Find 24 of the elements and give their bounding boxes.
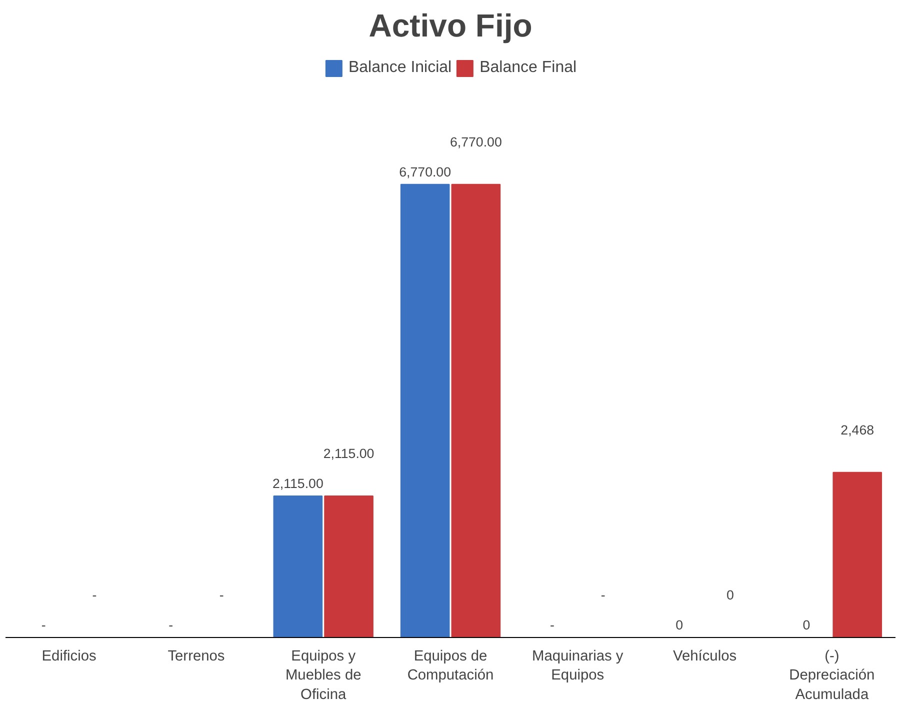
x-tick-label: Terrenos (168, 648, 225, 664)
legend-label: Balance Inicial (348, 59, 452, 77)
data-label: 2,468 (840, 422, 874, 438)
data-label: 0 (726, 588, 734, 602)
data-label: 2,115.00 (323, 446, 374, 461)
data-label: - (600, 588, 606, 602)
x-tick-label: Edificios (42, 648, 96, 664)
data-label: 6,770.00 (399, 164, 452, 180)
x-tick-label: (-) Depreciación Acumulada (789, 648, 875, 703)
data-label: - (168, 618, 174, 632)
data-label: - (41, 618, 46, 632)
data-label: 6,770.00 (450, 134, 502, 150)
legend-label: Balance Final (480, 59, 577, 77)
x-tick-label: Equipos y Muebles de Oficina (285, 648, 362, 703)
data-label: - (92, 588, 97, 602)
data-label: 0 (802, 618, 810, 632)
data-label: - (219, 588, 224, 602)
x-tick-label: Maquinarias y Equipos (532, 648, 624, 684)
data-label: - (550, 618, 554, 632)
x-tick-label: Vehículos (673, 648, 737, 664)
data-label: 0 (676, 618, 684, 632)
data-label: 2,115.00 (272, 476, 324, 491)
x-tick-label: Equipos de Computación (407, 648, 494, 684)
chart-title: Activo Fijo (368, 8, 532, 44)
